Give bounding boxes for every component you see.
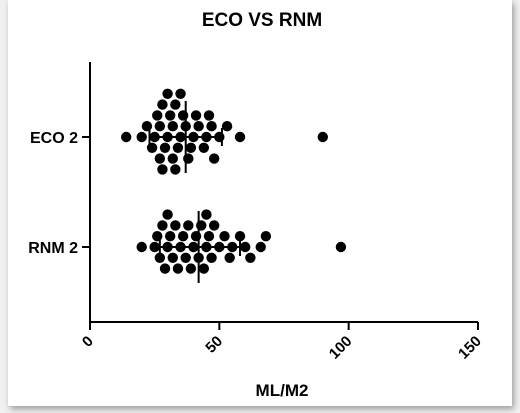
data-point — [136, 131, 147, 143]
data-point — [206, 252, 217, 263]
data-point — [260, 231, 272, 242]
data-point — [167, 121, 178, 132]
data-point — [157, 164, 168, 175]
plot-area: 0 50 100 150 ECO 2 RNM 2 — [28, 62, 485, 363]
data-point — [183, 220, 194, 231]
chart-title: ECO VS RNM — [202, 10, 322, 31]
data-point — [206, 121, 217, 132]
data-point — [136, 241, 147, 253]
x-tick-label: 0 — [79, 333, 97, 351]
data-point — [221, 121, 233, 132]
data-point — [190, 110, 202, 121]
data-point — [162, 209, 173, 220]
data-point — [152, 110, 163, 121]
data-point — [245, 252, 256, 263]
data-point — [193, 121, 204, 132]
data-point — [159, 263, 171, 274]
y-tick-label: ECO 2 — [30, 130, 78, 147]
y-tick-label: RNM 2 — [28, 240, 78, 257]
data-point — [157, 99, 168, 110]
x-axis-label: ML/M2 — [256, 381, 309, 400]
data-point — [149, 241, 160, 253]
data-point — [180, 252, 191, 263]
data-point — [175, 88, 186, 100]
data-point — [157, 220, 168, 231]
data-point — [154, 252, 166, 263]
data-point — [240, 241, 251, 253]
data-point — [201, 209, 212, 220]
data-point — [208, 220, 220, 231]
data-point — [154, 153, 166, 164]
data-point — [335, 241, 347, 253]
data-point — [177, 231, 189, 242]
data-point — [141, 121, 153, 132]
data-point — [170, 99, 181, 110]
data-point — [203, 110, 215, 121]
data-point — [224, 252, 235, 263]
data-point — [198, 263, 210, 274]
x-tick-label: 100 — [326, 333, 356, 363]
data-point — [203, 231, 215, 242]
data-point — [164, 110, 176, 121]
data-point — [170, 220, 181, 231]
data-point — [146, 142, 158, 153]
data-point — [167, 252, 178, 263]
data-point — [185, 142, 197, 153]
data-point — [255, 241, 266, 253]
data-point — [219, 231, 230, 242]
data-point — [172, 263, 184, 274]
data-point — [196, 220, 207, 231]
data-point — [183, 153, 194, 164]
data-point — [208, 153, 220, 164]
chart-card: ECO VS RNM 0 50 100 150 ECO 2 RNM 2 ML/M2 — [8, 0, 512, 406]
data-point — [159, 142, 171, 153]
data-point — [234, 131, 246, 143]
data-point — [317, 131, 328, 143]
data-point — [164, 231, 176, 242]
data-point — [234, 231, 246, 242]
data-point — [152, 231, 163, 242]
x-tick-label: 150 — [455, 333, 485, 363]
data-point — [162, 88, 173, 100]
data-point — [170, 164, 181, 175]
data-point — [172, 142, 184, 153]
data-point — [121, 131, 132, 143]
x-tick-label: 50 — [202, 333, 226, 357]
data-point — [177, 110, 189, 121]
scatter-chart: ECO VS RNM 0 50 100 150 ECO 2 RNM 2 ML/M2 — [28, 10, 485, 400]
data-point — [190, 231, 202, 242]
data-point — [154, 121, 166, 132]
data-point — [185, 263, 197, 274]
data-point — [167, 153, 178, 164]
data-point — [198, 142, 210, 153]
